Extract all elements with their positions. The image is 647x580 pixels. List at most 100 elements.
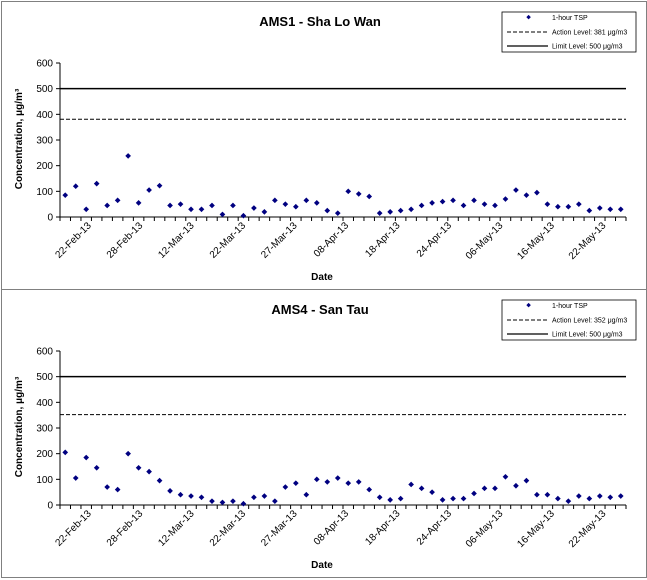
data-point bbox=[188, 206, 194, 213]
y-tick-label: 200 bbox=[36, 449, 53, 460]
data-point bbox=[429, 489, 435, 495]
data-point bbox=[387, 497, 393, 503]
data-point bbox=[481, 485, 488, 492]
data-point bbox=[345, 188, 352, 195]
legend-label-action: Action Level: 352 μg/m3 bbox=[552, 318, 627, 325]
x-tick-label: 12-Mar-13 bbox=[156, 220, 197, 261]
data-point bbox=[607, 494, 614, 501]
x-tick-label: 16-May-13 bbox=[515, 220, 557, 262]
data-point bbox=[230, 498, 236, 504]
x-tick-label: 22-Mar-13 bbox=[208, 508, 249, 549]
data-point bbox=[177, 201, 184, 207]
chart-ams4-svg: AMS4 - San Tau 1-hour TSP Action Level: … bbox=[14, 299, 637, 571]
legend-label-tsp: 1-hour TSP bbox=[552, 303, 588, 310]
data-point bbox=[439, 198, 446, 205]
data-point bbox=[439, 497, 446, 503]
data-point bbox=[114, 486, 121, 493]
data-point bbox=[418, 485, 425, 492]
data-point bbox=[617, 493, 624, 499]
data-point bbox=[209, 498, 215, 504]
data-point bbox=[565, 203, 572, 210]
data-point bbox=[209, 202, 215, 209]
data-point bbox=[387, 209, 393, 215]
data-point bbox=[167, 488, 173, 494]
data-point bbox=[492, 485, 498, 492]
x-tick-label: 06-May-13 bbox=[464, 220, 506, 262]
data-point bbox=[586, 495, 593, 502]
x-tick-label: 27-Mar-13 bbox=[259, 508, 300, 549]
data-point bbox=[334, 210, 341, 216]
data-point bbox=[366, 193, 373, 200]
y-axis-label: Concentration, μg/m³ bbox=[14, 88, 25, 189]
data-point bbox=[324, 207, 331, 214]
x-tick-label: 06-May-13 bbox=[464, 508, 506, 550]
data-point bbox=[251, 494, 257, 501]
x-tick-label: 28-Feb-13 bbox=[105, 220, 146, 261]
data-point bbox=[83, 454, 90, 461]
x-tick-label: 28-Feb-13 bbox=[105, 508, 146, 549]
data-point bbox=[429, 200, 435, 206]
x-tick-label: 22-May-13 bbox=[567, 508, 609, 550]
data-point bbox=[293, 480, 299, 487]
y-tick-label: 500 bbox=[36, 372, 53, 383]
data-point bbox=[502, 196, 509, 202]
legend-box bbox=[501, 11, 637, 53]
data-point bbox=[408, 206, 414, 213]
data-point bbox=[261, 493, 268, 499]
data-point bbox=[576, 201, 582, 207]
data-point bbox=[334, 475, 341, 481]
x-tick-label: 18-Apr-13 bbox=[363, 220, 403, 260]
data-point bbox=[230, 202, 236, 209]
data-point bbox=[534, 189, 540, 196]
x-tick-label: 08-Apr-13 bbox=[312, 508, 352, 548]
data-point bbox=[397, 207, 404, 214]
data-point bbox=[492, 202, 498, 209]
data-point bbox=[146, 468, 152, 475]
data-point bbox=[565, 498, 572, 504]
chart-ams4: AMS4 - San Tau 1-hour TSP Action Level: … bbox=[1, 289, 647, 578]
data-point bbox=[450, 197, 456, 204]
y-tick-label: 300 bbox=[36, 424, 53, 435]
data-point bbox=[167, 202, 173, 209]
data-point bbox=[313, 476, 320, 483]
data-point bbox=[544, 491, 551, 498]
data-point bbox=[324, 479, 331, 485]
y-tick-label: 400 bbox=[36, 110, 53, 121]
data-point bbox=[240, 500, 247, 507]
data-point bbox=[156, 182, 163, 189]
data-point bbox=[125, 153, 131, 159]
chart-title: AMS1 - Sha Lo Wan bbox=[259, 14, 381, 29]
data-point bbox=[261, 209, 268, 215]
data-point bbox=[617, 206, 624, 213]
data-point bbox=[460, 202, 467, 209]
data-point bbox=[534, 491, 540, 498]
data-point bbox=[93, 180, 100, 187]
legend-box bbox=[501, 299, 637, 341]
legend-label-tsp: 1-hour TSP bbox=[552, 15, 588, 22]
x-tick-label: 22-Feb-13 bbox=[53, 508, 94, 549]
y-tick-label: 100 bbox=[36, 187, 53, 198]
data-point bbox=[408, 481, 414, 488]
x-axis-label: Date bbox=[311, 272, 333, 283]
data-point bbox=[481, 201, 488, 207]
legend: 1-hour TSP Action Level: 352 μg/m3 Limit… bbox=[501, 299, 637, 341]
data-point bbox=[146, 187, 152, 193]
legend: 1-hour TSP Action Level: 381 μg/m3 Limit… bbox=[501, 11, 637, 53]
data-point bbox=[460, 495, 467, 502]
data-point bbox=[376, 494, 383, 501]
data-point bbox=[523, 192, 530, 199]
chart-title: AMS4 - San Tau bbox=[271, 302, 368, 317]
data-point bbox=[104, 484, 110, 490]
legend-label-action: Action Level: 381 μg/m3 bbox=[552, 30, 627, 37]
data-point bbox=[607, 206, 614, 213]
data-point bbox=[282, 484, 289, 490]
data-point bbox=[293, 203, 299, 210]
data-point bbox=[345, 480, 352, 487]
x-tick-label: 22-Mar-13 bbox=[208, 220, 249, 261]
data-point bbox=[198, 494, 205, 501]
data-point bbox=[272, 197, 278, 204]
data-point bbox=[397, 495, 404, 502]
data-point bbox=[104, 202, 110, 209]
data-point bbox=[240, 212, 247, 219]
data-point bbox=[555, 203, 561, 210]
